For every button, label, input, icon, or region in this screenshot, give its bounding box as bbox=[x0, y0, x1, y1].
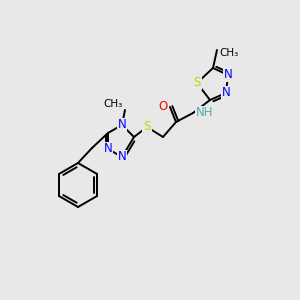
Text: S: S bbox=[193, 76, 201, 89]
Text: N: N bbox=[118, 118, 126, 131]
Text: O: O bbox=[159, 100, 168, 113]
Text: N: N bbox=[103, 142, 112, 155]
Text: N: N bbox=[118, 151, 126, 164]
Text: N: N bbox=[224, 68, 232, 82]
Text: S: S bbox=[143, 121, 151, 134]
Text: NH: NH bbox=[196, 106, 214, 119]
Text: CH₃: CH₃ bbox=[104, 99, 123, 109]
Text: N: N bbox=[222, 86, 230, 100]
Text: CH₃: CH₃ bbox=[219, 48, 238, 58]
